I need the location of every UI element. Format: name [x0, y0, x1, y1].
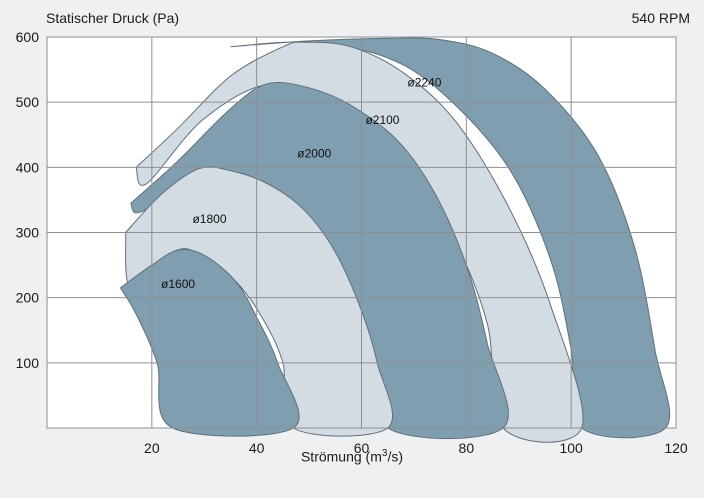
x-tick-label-4: 100: [559, 440, 583, 456]
rpm-label: 540 RPM: [631, 10, 690, 26]
x-tick-label-1: 40: [249, 440, 265, 456]
series-label-2: ø2000: [297, 147, 331, 161]
y-tick-label-0: 100: [16, 355, 40, 371]
series-region-0: [230, 37, 671, 439]
x-tick-label-2: 60: [354, 440, 370, 456]
y-tick-label-2: 300: [16, 225, 40, 241]
y-tick-label-5: 600: [16, 29, 40, 45]
x-tick-label-0: 20: [144, 440, 160, 456]
plot-frame: [46, 36, 677, 429]
series-label-1: ø2100: [365, 113, 399, 127]
y-tick-label-4: 500: [16, 94, 40, 110]
x-axis-label-prefix: Strömung (m: [300, 448, 382, 465]
y-tick-label-3: 400: [16, 159, 40, 175]
x-tick-label-5: 120: [664, 440, 688, 456]
y-tick-label-1: 200: [16, 290, 40, 306]
series-label-0: ø2240: [407, 76, 441, 90]
y-axis-label: Statischer Druck (Pa): [46, 10, 180, 26]
series-label-4: ø1600: [161, 277, 195, 291]
x-axis-label: Strömung (m3/s): [0, 448, 704, 465]
series-label-3: ø1800: [192, 212, 226, 226]
x-axis-label-suffix: /s): [387, 448, 404, 465]
x-tick-label-3: 80: [459, 440, 475, 456]
x-axis-label-sup: 3: [381, 448, 388, 459]
